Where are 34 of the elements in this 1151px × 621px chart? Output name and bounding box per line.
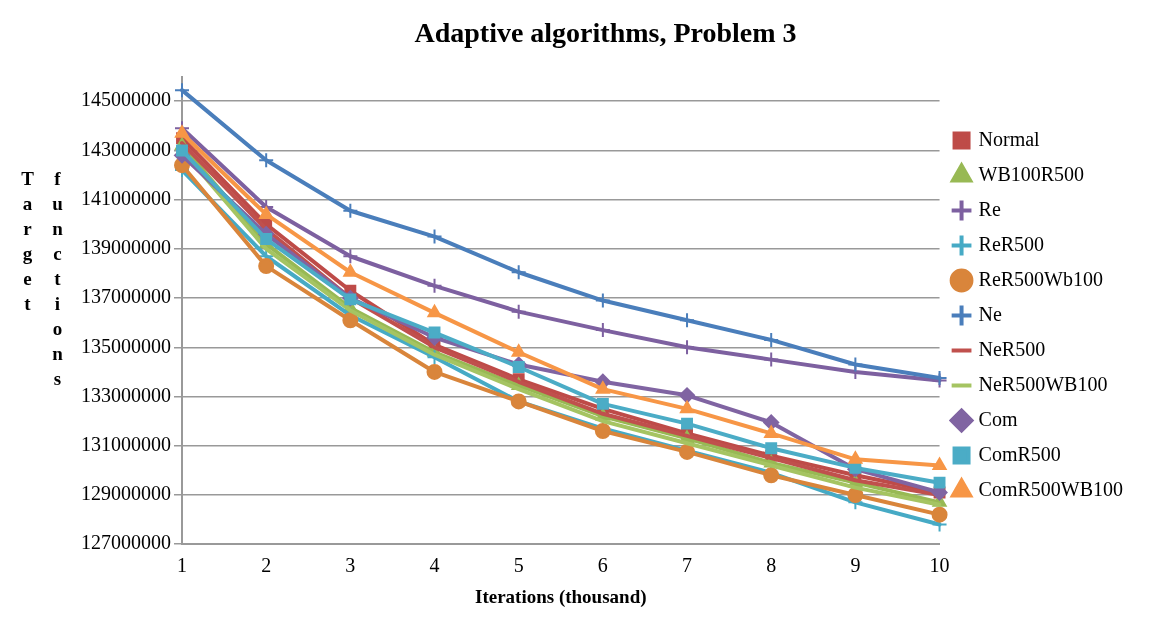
x-tick-label: 4 — [429, 554, 440, 577]
y-tick-label: 143000000 — [81, 137, 171, 160]
y-tick-label: 135000000 — [81, 334, 171, 357]
legend-label: Ne — [978, 302, 1002, 325]
legend-label: Normal — [978, 127, 1041, 150]
legend-label: NeR500WB100 — [978, 372, 1108, 395]
y-tick-label: 139000000 — [81, 236, 171, 259]
y-tick-label: 141000000 — [81, 186, 171, 209]
y-axis-title: Target functions — [16, 168, 69, 395]
x-tick-label: 3 — [345, 554, 356, 577]
y-tick-label: 127000000 — [81, 531, 171, 554]
y-tick-label: 131000000 — [81, 433, 171, 456]
x-tick-label: 8 — [766, 554, 777, 577]
legend-label: WB100R500 — [978, 162, 1085, 185]
y-tick-label: 129000000 — [81, 482, 171, 505]
y-tick-label: 145000000 — [81, 88, 171, 111]
x-axis-title: Iterations (thousand) — [474, 585, 647, 608]
x-tick-label: 5 — [513, 554, 524, 577]
legend-label: ReR500Wb100 — [978, 267, 1103, 290]
y-tick-label: 137000000 — [81, 285, 171, 308]
x-tick-label: 6 — [597, 554, 608, 577]
chart-title: Adaptive algorithms, Problem 3 — [414, 17, 797, 49]
x-tick-label: 9 — [850, 554, 861, 577]
x-tick-label: 10 — [929, 554, 950, 577]
y-tick-label: 133000000 — [81, 383, 171, 406]
x-tick-label: 7 — [682, 554, 693, 577]
x-tick-label: 1 — [177, 554, 187, 577]
legend-label: NeR500 — [978, 337, 1046, 360]
legend-label: ReR500 — [978, 232, 1045, 255]
x-tick-label: 2 — [261, 554, 272, 577]
legend-label: Re — [978, 197, 1001, 220]
legend-label: Com — [978, 407, 1018, 430]
legend-label: ComR500WB100 — [978, 477, 1123, 500]
legend-label: ComR500 — [978, 442, 1061, 465]
